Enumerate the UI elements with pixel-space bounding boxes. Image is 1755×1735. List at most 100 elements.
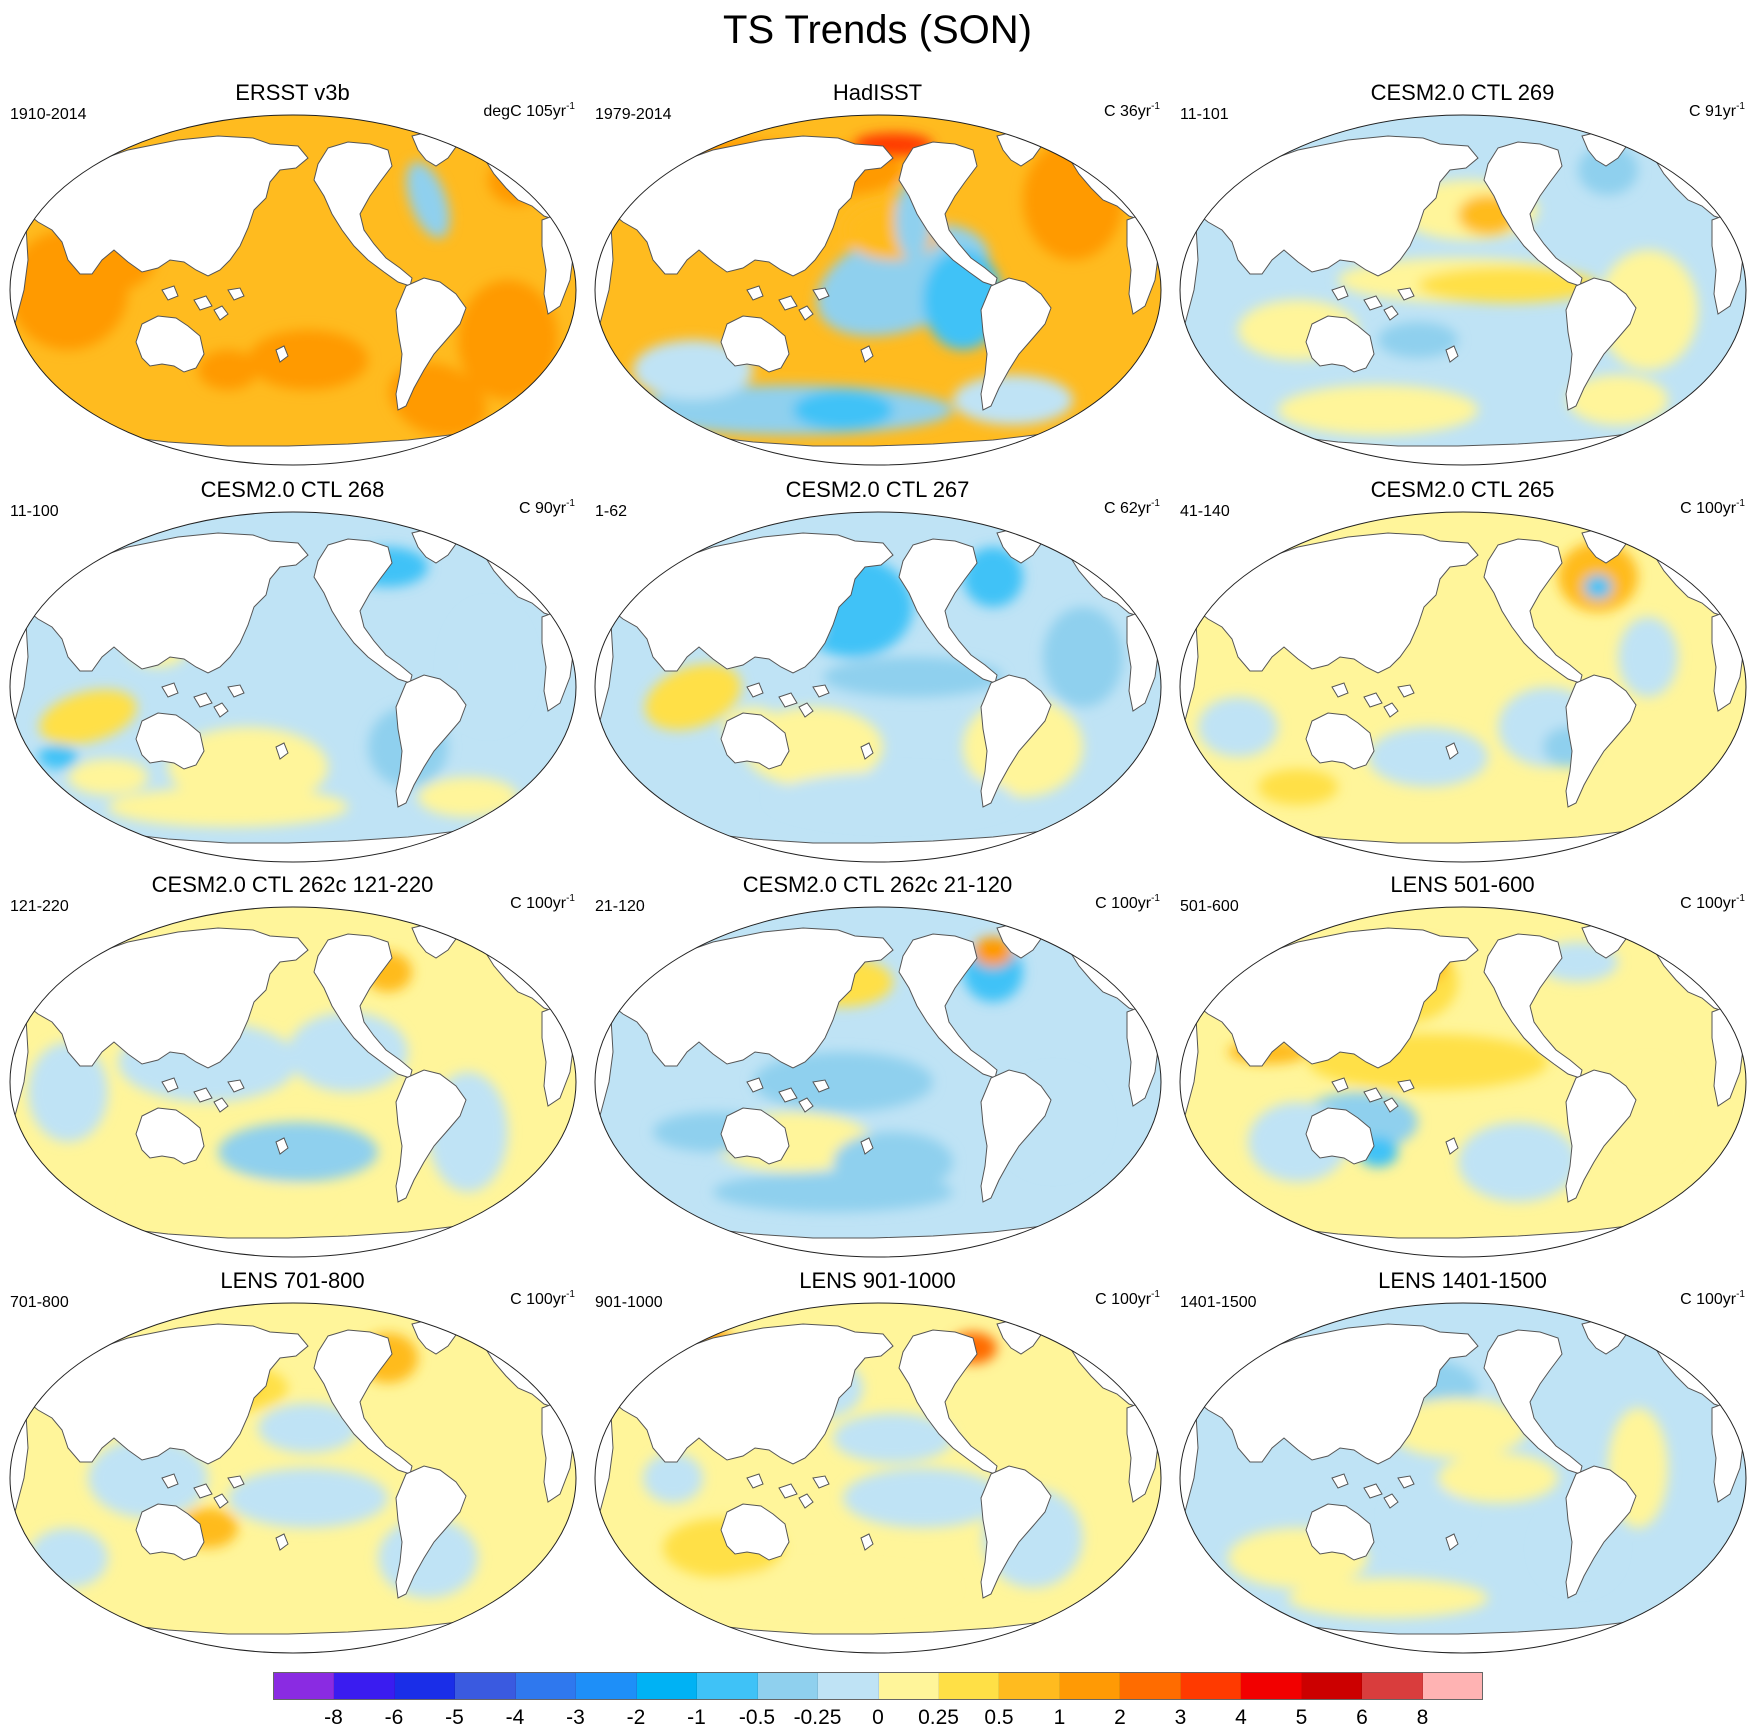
coastline [275,1533,289,1551]
colorbar-swatch [697,1673,758,1699]
map-border [1179,1302,1747,1654]
colorbar-tick-label: 6 [1356,1706,1368,1729]
coastline [193,1087,213,1103]
world-map [9,511,577,863]
panel-period-label: 11-100 [10,503,59,520]
panel-units-text: C 100yr [1680,500,1737,517]
panel-units-exponent: -1 [566,101,575,112]
coastline [1445,742,1459,760]
sst-anomaly-region [1258,769,1338,805]
map-border [9,511,577,863]
map-border [594,511,1162,863]
panel-period-label: 701-800 [10,1294,69,1311]
map-panel: LENS 1401-1500 1401-1500 C 100yr-1 [1170,1268,1755,1665]
coastline [610,135,894,277]
world-map [1179,511,1747,863]
map-panel: CESM2.0 CTL 269 11-101 C 91yr-1 [1170,80,1755,477]
colorbar-tick-label: -6 [384,1706,404,1729]
coastline [860,1533,874,1551]
map-border [594,1302,1162,1654]
colorbar-swatch [1301,1673,1363,1699]
panel-units-exponent: -1 [1736,101,1745,112]
sst-anomaly-region [953,375,1073,425]
coastline [812,1079,830,1093]
colorbar-swatch [878,1673,939,1699]
sst-anomaly-region [108,787,348,827]
panel-units-label: C 91yr-1 [1689,102,1745,122]
sst-anomaly-region [773,772,1013,822]
panel-title: LENS 501-600 [1390,872,1535,897]
coastline [898,141,998,287]
coastline [778,1087,798,1103]
sst-anomaly-region [1418,267,1598,303]
panel-period-label: 41-140 [1180,503,1230,520]
sst-field [595,512,1161,862]
sst-anomaly-region [713,1172,953,1212]
sst-anomaly-region [1288,1578,1488,1618]
panel-units-label: degC 105yr-1 [483,102,575,122]
coastline [395,1465,467,1599]
colorbar-swatch [1362,1673,1423,1699]
sst-anomaly-region [643,1453,703,1503]
colorbar-swatch [818,1673,879,1699]
sst-anomaly-region [1618,617,1678,697]
coastline [313,538,413,684]
coastline [1445,1137,1459,1155]
coastline [778,1483,798,1499]
coastline [1195,135,1479,277]
colorbar-tick-label: 4 [1235,1706,1247,1729]
coastline [980,277,1052,411]
coastline [395,277,467,411]
coastline [1383,702,1399,718]
sst-anomaly-region [1278,385,1478,435]
panel-units-label: C 100yr-1 [1680,499,1745,519]
coastline [720,712,790,770]
sst-anomaly-region [1388,1398,1528,1458]
coastline [275,742,289,760]
colorbar-swatch [274,1673,335,1699]
panel-title: CESM2.0 CTL 269 [1370,80,1555,105]
colorbar-tick-label: 3 [1174,1706,1187,1729]
coastline [313,141,413,287]
map-border [9,906,577,1258]
coastline [213,1493,229,1509]
sst-anomaly-region [168,727,328,807]
coastline [213,702,229,718]
panel-units-text: C 90yr [518,500,567,517]
colorbar-swatch [938,1673,1000,1699]
colorbar-swatch [999,1673,1060,1699]
coastline [1305,315,1375,373]
sst-anomaly-region [713,1568,953,1608]
sst-field [595,1303,1161,1653]
coastline [1397,1475,1415,1489]
sst-anomaly-region [198,350,258,390]
panel-units-label: C 100yr-1 [1680,1290,1745,1310]
panel-units-exponent: -1 [566,498,575,509]
coastline [720,1107,790,1165]
map-panel: LENS 701-800 701-800 C 100yr-1 [0,1268,585,1665]
coastline [193,1483,213,1499]
coastline [746,682,764,698]
colorbar-tick-label: -4 [505,1706,525,1729]
sst-anomaly-region [1438,1453,1558,1503]
colorbar-swatch [636,1673,698,1699]
sst-anomaly-region [218,1122,378,1182]
colorbar-tick-label: 2 [1114,1706,1126,1729]
coastline [1483,538,1583,684]
coastline [227,684,245,698]
sst-field [10,907,576,1257]
coastline [746,285,764,301]
coastline [798,1097,814,1113]
sst-anomaly-region [1043,607,1123,707]
sst-anomaly-region [88,1438,208,1518]
sst-anomaly-region [1368,727,1488,787]
panel-units-label: C 100yr-1 [510,894,575,914]
coastline [313,1329,413,1475]
panel-units-exponent: -1 [566,893,575,904]
sst-anomaly-region [39,689,137,745]
map-panel: ERSST v3b 1910-2014 degC 105yr-1 [0,80,585,477]
panel-period-label: 901-1000 [595,1294,663,1311]
sst-field [595,115,1161,465]
coastline [1363,1483,1383,1499]
